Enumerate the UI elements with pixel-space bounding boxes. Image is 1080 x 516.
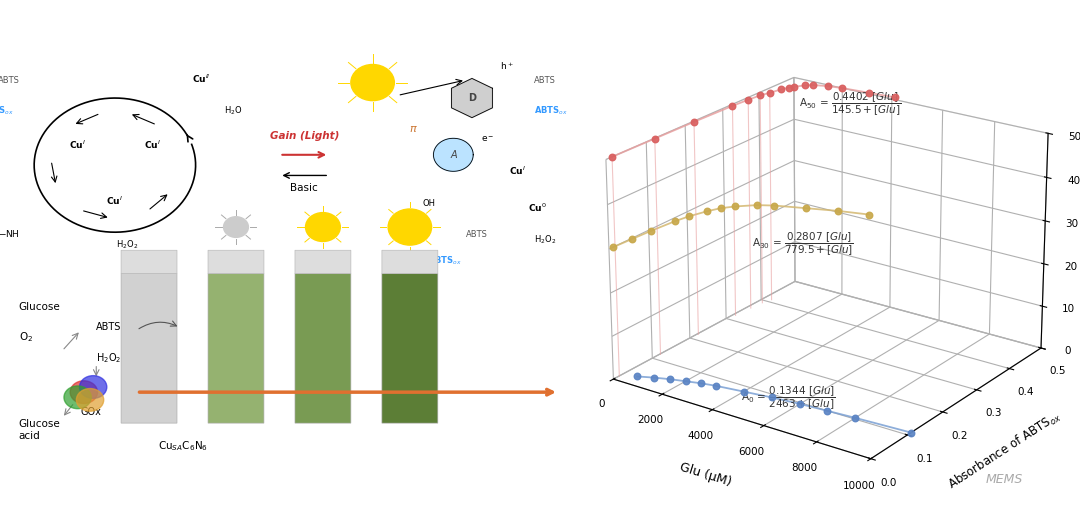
- Text: Basic: Basic: [291, 183, 319, 193]
- Circle shape: [77, 389, 104, 411]
- Text: H$_2$O$_2$: H$_2$O$_2$: [96, 351, 122, 365]
- Text: Glucose
acid: Glucose acid: [18, 419, 60, 441]
- Circle shape: [70, 381, 97, 404]
- Text: ABTS: ABTS: [465, 230, 488, 239]
- Circle shape: [306, 213, 340, 241]
- Text: H$_2$O$_2$: H$_2$O$_2$: [534, 234, 556, 246]
- Text: Cu$_{SA}$C$_6$N$_6$: Cu$_{SA}$C$_6$N$_6$: [159, 439, 208, 453]
- Text: Cu$^0$: Cu$^0$: [528, 201, 546, 214]
- FancyBboxPatch shape: [208, 273, 264, 423]
- Text: ABTS$_{ox}$: ABTS$_{ox}$: [0, 105, 14, 117]
- Text: ABTS$_{ox}$: ABTS$_{ox}$: [534, 105, 568, 117]
- Text: D: D: [468, 93, 476, 103]
- Text: $-$NH: $-$NH: [0, 229, 21, 239]
- Text: MEMS: MEMS: [986, 473, 1023, 487]
- Text: O$_2$: O$_2$: [18, 331, 32, 344]
- FancyBboxPatch shape: [121, 250, 177, 273]
- Circle shape: [351, 64, 394, 101]
- FancyBboxPatch shape: [382, 250, 437, 273]
- Polygon shape: [451, 78, 492, 118]
- Text: OH: OH: [422, 199, 435, 208]
- Text: ABTS: ABTS: [96, 322, 122, 332]
- Text: Glucose: Glucose: [18, 301, 60, 312]
- Text: Gain (Light): Gain (Light): [270, 131, 339, 141]
- Text: Cu$^I$: Cu$^I$: [69, 138, 86, 151]
- Text: Cu$^I$: Cu$^I$: [144, 138, 161, 151]
- Text: e$^-$: e$^-$: [482, 134, 495, 144]
- FancyBboxPatch shape: [295, 250, 351, 273]
- Circle shape: [388, 209, 432, 245]
- Text: GOx: GOx: [81, 407, 102, 417]
- Text: ABTS: ABTS: [534, 75, 556, 85]
- FancyBboxPatch shape: [382, 273, 437, 423]
- Circle shape: [80, 376, 107, 398]
- Text: ABTS$_{ox}$: ABTS$_{ox}$: [429, 254, 462, 267]
- FancyBboxPatch shape: [295, 273, 351, 423]
- Text: H$_2$O: H$_2$O: [224, 105, 242, 117]
- Text: h$^+$: h$^+$: [500, 60, 513, 72]
- Y-axis label: Absorbance of ABTS$_{ox}$: Absorbance of ABTS$_{ox}$: [946, 409, 1064, 493]
- Text: H$_2$O$_2$: H$_2$O$_2$: [117, 239, 138, 251]
- FancyBboxPatch shape: [208, 250, 264, 273]
- Text: A: A: [450, 150, 457, 160]
- Text: Cu$^I$: Cu$^I$: [107, 195, 123, 207]
- FancyBboxPatch shape: [121, 273, 177, 423]
- Circle shape: [433, 138, 473, 171]
- Text: $\pi$: $\pi$: [408, 123, 417, 134]
- Circle shape: [64, 386, 92, 409]
- Text: Cu$^{II}$: Cu$^{II}$: [192, 72, 212, 85]
- X-axis label: Glu (μM): Glu (μM): [678, 461, 732, 489]
- Circle shape: [224, 217, 248, 237]
- Text: ABTS: ABTS: [0, 75, 21, 85]
- Text: Cu$^I$: Cu$^I$: [510, 165, 526, 178]
